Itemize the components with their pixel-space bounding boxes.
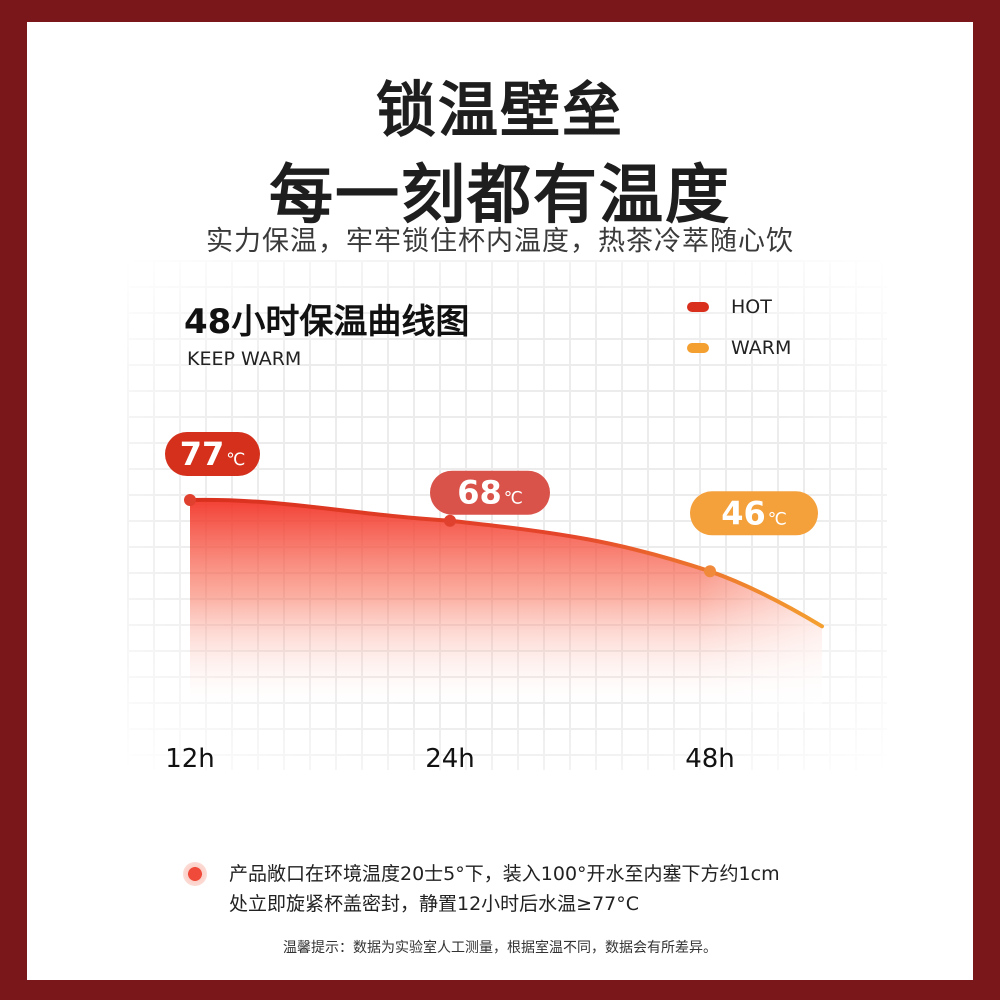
disclaimer-footnote: 温馨提示：数据为实验室人工测量，根据室温不同，数据会有所差异。	[283, 940, 717, 956]
chart-title: 48小时保温曲线图	[184, 302, 470, 342]
x-tick-label: 48h	[685, 744, 735, 774]
note-line1: 产品敞口在环境温度20士5°下，装入100°开水至内塞下方约1cm	[229, 863, 780, 885]
main-panel: 锁温壁垒 每一刻都有温度 实力保温，牢牢锁住杯内温度，热茶冷萃随心饮 48小时保…	[27, 22, 973, 980]
data-point	[704, 565, 716, 578]
legend-swatch-hot	[687, 302, 709, 312]
legend-item-warm: WARM	[687, 335, 791, 361]
value-label-badge	[690, 491, 818, 536]
x-tick-label: 12h	[165, 744, 215, 774]
headline-line2: 每一刻都有温度	[269, 158, 731, 233]
temperature-chart: 77 ℃ 12h 68 ℃ 24h 46 ℃ 48h	[165, 432, 824, 774]
value-label: 68 ℃	[430, 470, 550, 515]
chart-subtitle: KEEP WARM	[187, 348, 302, 370]
legend-label-hot: HOT	[731, 296, 772, 318]
data-point	[184, 494, 196, 506]
headline-subtitle: 实力保温，牢牢锁住杯内温度，热茶冷萃随心饮	[206, 226, 794, 257]
value-label-text: 46 ℃	[721, 494, 787, 532]
x-tick-label: 24h	[425, 744, 475, 774]
legend-label-warm: WARM	[731, 337, 792, 359]
value-label: 77 ℃	[165, 432, 260, 476]
value-label-badge	[430, 470, 550, 515]
note-bullet-icon	[183, 862, 207, 886]
area-fade-overlay	[190, 499, 822, 712]
legend-swatch-warm	[687, 343, 709, 353]
test-condition-note: 产品敞口在环境温度20士5°下，装入100°开水至内塞下方约1cm 处立即旋紧杯…	[229, 859, 780, 919]
note-line2: 处立即旋紧杯盖密封，静置12小时后水温≥77°C	[229, 893, 640, 915]
value-label-badge	[165, 432, 260, 476]
value-label-text: 77 ℃	[180, 435, 246, 473]
value-label-text: 68 ℃	[457, 474, 523, 512]
temperature-line	[188, 497, 824, 629]
chart-legend: HOT WARM	[687, 294, 791, 376]
headline-line1: 锁温壁垒	[376, 76, 624, 146]
legend-item-hot: HOT	[687, 294, 791, 320]
value-label: 46 ℃	[690, 491, 818, 536]
data-point	[444, 514, 456, 527]
